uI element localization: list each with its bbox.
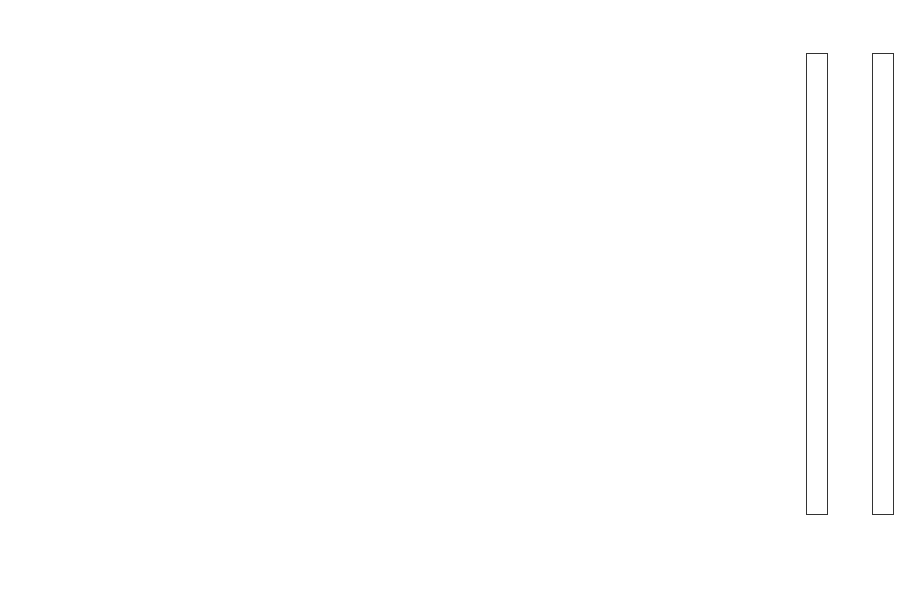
plot-area	[68, 37, 788, 532]
colorbar-o-bar	[806, 53, 828, 515]
colorbar-x-bar	[872, 53, 894, 515]
ionogram-canvas	[68, 37, 788, 532]
